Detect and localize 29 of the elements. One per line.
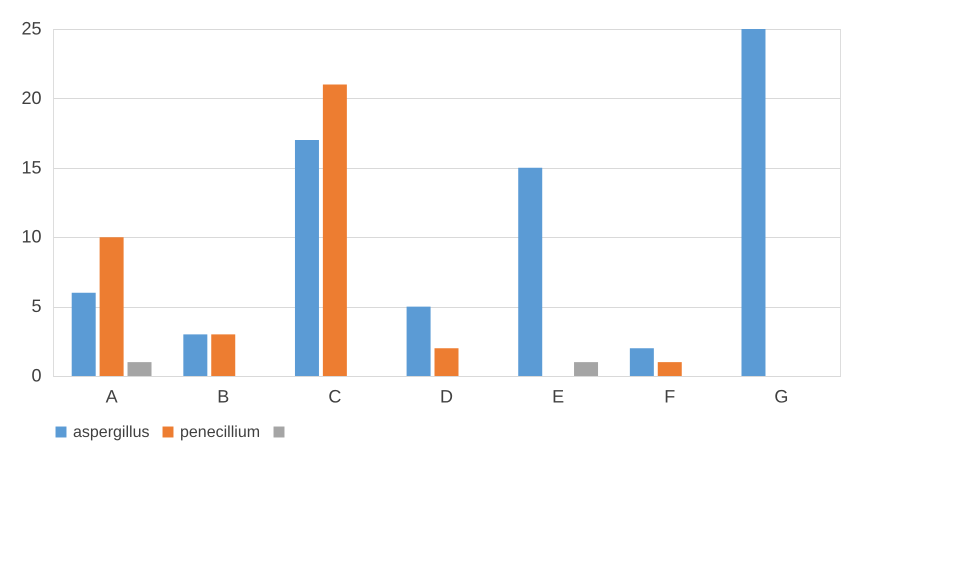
bar (518, 168, 542, 376)
bar (128, 362, 152, 376)
bar (406, 306, 431, 376)
bar (294, 140, 319, 376)
x-tick-label: D (440, 386, 453, 406)
legend-label: penecillium (180, 424, 260, 441)
x-tick-label: B (217, 386, 230, 406)
x-tick-label: C (328, 386, 342, 406)
x-tick-label: G (774, 386, 788, 406)
y-tick-label: 25 (21, 18, 42, 38)
bar (741, 29, 766, 376)
bar (183, 334, 208, 376)
bar (100, 237, 124, 376)
bar (434, 348, 458, 376)
y-tick-label: 5 (31, 296, 42, 316)
bar (574, 362, 598, 376)
bar (658, 362, 682, 376)
y-tick-label: 10 (21, 226, 42, 247)
y-tick-label: 0 (31, 366, 42, 386)
bar (211, 334, 236, 376)
legend-label: aspergillus (73, 424, 150, 441)
x-tick-label: E (552, 386, 564, 406)
bar (322, 84, 347, 376)
x-tick-label: F (664, 386, 676, 406)
y-tick-label: 15 (21, 157, 42, 178)
y-tick-label: 20 (21, 88, 42, 108)
bar (72, 292, 96, 376)
bar (630, 348, 654, 376)
x-tick-label: A (106, 386, 118, 406)
